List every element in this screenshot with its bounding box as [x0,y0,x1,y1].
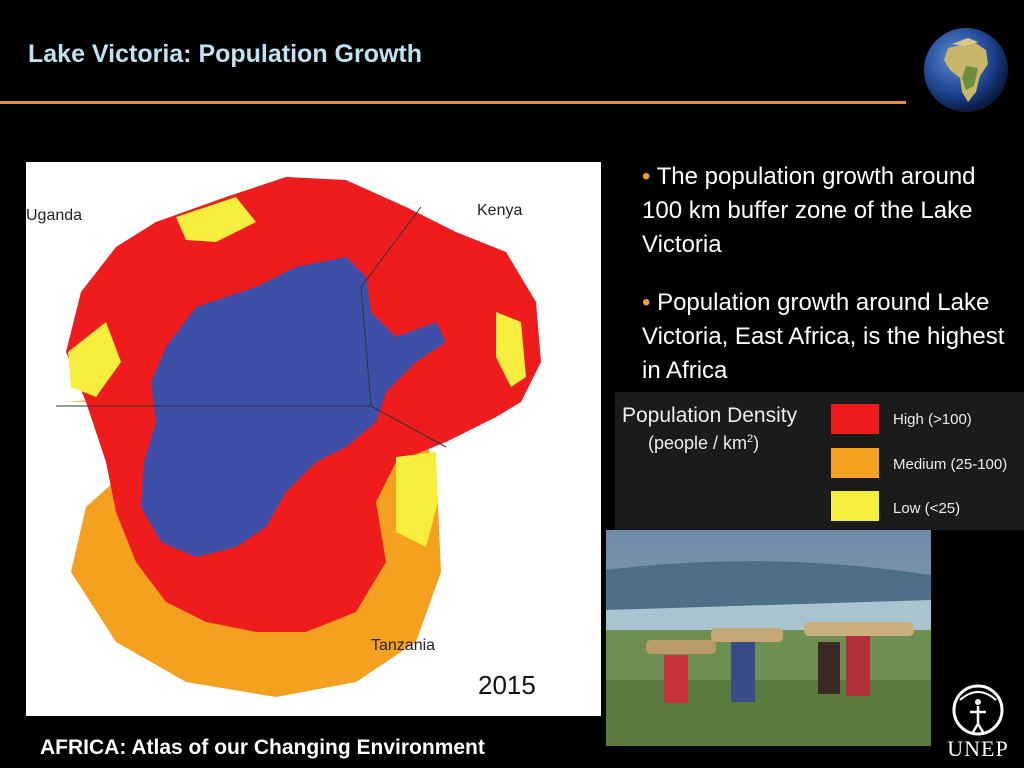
zone-low-east [396,452,438,547]
lake-victoria [141,257,446,557]
map-legend: Population Density (people / km2) High (… [615,392,1024,530]
legend-swatch-low [831,491,879,521]
legend-label-high: High (>100) [893,411,972,428]
zone-low-west [68,322,121,397]
slide-title: Lake Victoria: Population Growth [28,40,423,68]
title-divider [0,101,906,104]
legend-swatch-medium [831,448,879,478]
border-kenya-uganda [360,206,422,407]
legend-label-low: Low (<25) [893,500,961,517]
label-kenya: Kenya [477,202,522,219]
legend-title: Population Density [622,404,798,427]
unep-logo-text: UNEP [947,736,1009,761]
women-carrying-firewood-photo [606,530,931,746]
legend-unit: (people / km2) [648,433,760,453]
globe-icon [924,28,1008,112]
border-kenya-tanzania [370,405,447,448]
legend-label-medium: Medium (25-100) [893,456,1008,473]
zone-low-ne [496,312,526,387]
footer-text: AFRICA: Atlas of our Changing Environmen… [40,736,485,759]
label-year: 2015 [478,670,536,700]
label-uganda: Uganda [26,207,82,224]
label-tanzania: Tanzania [371,637,435,654]
legend-swatch-high [831,404,879,434]
unep-logo: UNEP [940,680,1016,768]
zone-low-north [176,197,256,242]
bullet-item: • The population growth around 100 km bu… [642,163,976,258]
unep-emblem-icon [952,684,1004,736]
bullet-item: • Population growth around Lake Victoria… [642,289,1005,384]
bullet-list: • The population growth around 100 km bu… [642,160,1012,412]
population-map: Uganda Kenya Tanzania 2015 [26,162,601,716]
